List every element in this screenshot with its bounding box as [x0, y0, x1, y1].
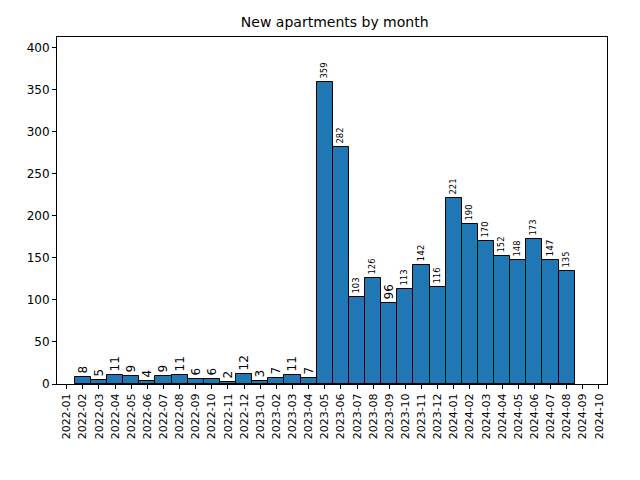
- svg-text:135: 135: [561, 252, 571, 268]
- svg-text:126: 126: [367, 259, 377, 275]
- svg-text:6: 6: [189, 368, 203, 376]
- svg-text:2023-08: 2023-08: [367, 393, 380, 439]
- svg-text:2024-08: 2024-08: [560, 393, 573, 439]
- svg-text:5: 5: [92, 369, 106, 377]
- svg-text:2022-04: 2022-04: [109, 393, 122, 439]
- svg-text:4: 4: [140, 370, 154, 378]
- svg-text:2024-05: 2024-05: [512, 393, 525, 439]
- svg-text:221: 221: [448, 179, 458, 195]
- svg-text:2023-11: 2023-11: [415, 393, 428, 439]
- svg-text:3: 3: [253, 370, 267, 378]
- svg-text:2022-10: 2022-10: [205, 393, 218, 439]
- svg-text:2022-06: 2022-06: [141, 393, 154, 439]
- svg-text:2024-01: 2024-01: [447, 393, 460, 439]
- svg-text:2024-09: 2024-09: [576, 393, 589, 439]
- svg-text:2024-06: 2024-06: [528, 393, 541, 439]
- svg-text:2023-03: 2023-03: [286, 393, 299, 439]
- svg-text:2023-02: 2023-02: [270, 393, 283, 439]
- svg-text:11: 11: [108, 356, 122, 371]
- svg-text:2022-12: 2022-12: [238, 393, 251, 439]
- svg-text:2023-12: 2023-12: [431, 393, 444, 439]
- svg-text:400: 400: [27, 41, 50, 55]
- svg-text:2024-04: 2024-04: [496, 393, 509, 439]
- svg-text:200: 200: [27, 209, 50, 223]
- svg-text:190: 190: [464, 205, 474, 221]
- svg-text:2: 2: [221, 371, 235, 379]
- svg-text:9: 9: [156, 365, 170, 373]
- svg-text:2024-03: 2024-03: [480, 393, 493, 439]
- svg-text:300: 300: [27, 125, 50, 139]
- svg-text:2022-05: 2022-05: [125, 393, 138, 439]
- svg-text:350: 350: [27, 83, 50, 97]
- svg-text:2023-06: 2023-06: [334, 393, 347, 439]
- svg-text:2023-01: 2023-01: [254, 393, 267, 439]
- svg-text:113: 113: [399, 270, 409, 286]
- svg-text:2023-04: 2023-04: [302, 393, 315, 439]
- svg-text:148: 148: [512, 241, 522, 257]
- svg-text:142: 142: [416, 245, 426, 262]
- svg-text:9: 9: [124, 365, 138, 373]
- svg-text:147: 147: [545, 240, 555, 257]
- svg-text:2023-09: 2023-09: [383, 393, 396, 439]
- svg-text:282: 282: [335, 128, 345, 144]
- svg-text:96: 96: [382, 284, 396, 299]
- svg-text:11: 11: [173, 356, 187, 371]
- svg-text:170: 170: [480, 222, 490, 238]
- svg-text:11: 11: [285, 356, 299, 371]
- svg-text:2024-07: 2024-07: [544, 393, 557, 439]
- svg-text:2023-07: 2023-07: [351, 393, 364, 439]
- svg-text:2022-11: 2022-11: [222, 393, 235, 439]
- svg-text:250: 250: [27, 167, 50, 181]
- svg-text:6: 6: [205, 368, 219, 376]
- svg-text:100: 100: [27, 293, 50, 307]
- svg-text:2022-02: 2022-02: [76, 393, 89, 439]
- svg-text:2022-01: 2022-01: [60, 393, 73, 439]
- svg-text:8: 8: [76, 366, 90, 374]
- svg-text:359: 359: [319, 63, 329, 79]
- svg-text:0: 0: [42, 377, 50, 391]
- svg-text:103: 103: [351, 278, 361, 294]
- svg-text:152: 152: [496, 237, 506, 253]
- svg-text:2022-08: 2022-08: [173, 393, 186, 439]
- svg-text:12: 12: [237, 355, 251, 370]
- svg-text:173: 173: [528, 220, 538, 236]
- svg-text:7: 7: [302, 367, 316, 375]
- svg-text:2024-10: 2024-10: [593, 393, 606, 439]
- svg-text:2022-07: 2022-07: [157, 393, 170, 439]
- svg-text:150: 150: [27, 251, 50, 265]
- svg-text:2023-10: 2023-10: [399, 393, 412, 439]
- svg-text:2022-03: 2022-03: [93, 393, 106, 439]
- svg-text:7: 7: [269, 367, 283, 375]
- svg-text:50: 50: [34, 335, 49, 349]
- svg-text:2022-09: 2022-09: [189, 393, 202, 439]
- svg-text:2023-05: 2023-05: [318, 393, 331, 439]
- svg-text:New apartments by month: New apartments by month: [241, 14, 429, 30]
- svg-text:2024-02: 2024-02: [463, 393, 476, 439]
- svg-text:116: 116: [432, 268, 442, 284]
